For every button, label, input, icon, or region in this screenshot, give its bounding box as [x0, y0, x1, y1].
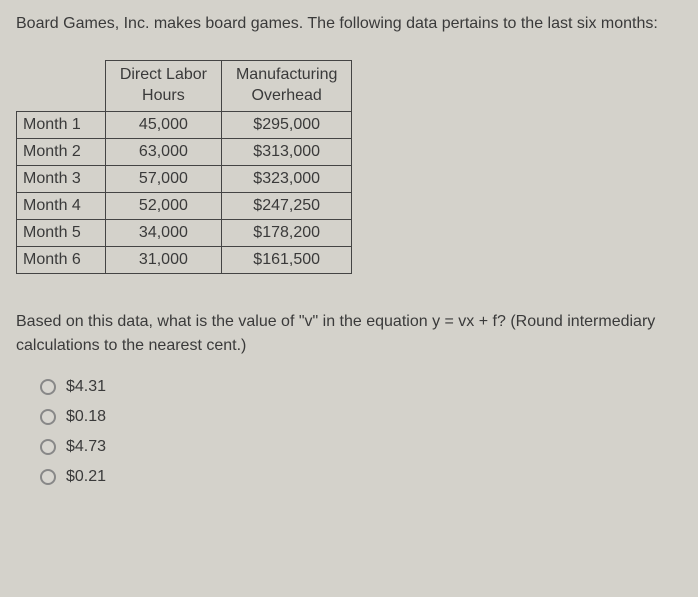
- cell-hours: 57,000: [105, 165, 221, 192]
- cell-overhead: $323,000: [221, 165, 351, 192]
- cell-hours: 34,000: [105, 219, 221, 246]
- radio-icon: [40, 409, 56, 425]
- question-followup: Based on this data, what is the value of…: [16, 310, 682, 358]
- option-label: $0.21: [66, 468, 106, 486]
- table-row: Month 5 34,000 $178,200: [17, 219, 352, 246]
- answer-options: $4.31 $0.18 $4.73 $0.21: [16, 378, 682, 486]
- row-label: Month 1: [17, 111, 106, 138]
- row-label: Month 5: [17, 219, 106, 246]
- option-b[interactable]: $0.18: [40, 408, 682, 426]
- option-label: $0.18: [66, 408, 106, 426]
- cell-overhead: $295,000: [221, 111, 351, 138]
- col-header-overhead: ManufacturingOverhead: [221, 61, 351, 112]
- table-row: Month 2 63,000 $313,000: [17, 138, 352, 165]
- cell-hours: 31,000: [105, 246, 221, 273]
- option-d[interactable]: $0.21: [40, 468, 682, 486]
- cell-overhead: $161,500: [221, 246, 351, 273]
- option-label: $4.73: [66, 438, 106, 456]
- table-row: Month 4 52,000 $247,250: [17, 192, 352, 219]
- cell-hours: 52,000: [105, 192, 221, 219]
- table-row: Month 3 57,000 $323,000: [17, 165, 352, 192]
- table-row: Month 1 45,000 $295,000: [17, 111, 352, 138]
- option-c[interactable]: $4.73: [40, 438, 682, 456]
- table-row: Month 6 31,000 $161,500: [17, 246, 352, 273]
- data-table: Direct LaborHours ManufacturingOverhead …: [16, 60, 352, 274]
- cell-overhead: $178,200: [221, 219, 351, 246]
- option-label: $4.31: [66, 378, 106, 396]
- option-a[interactable]: $4.31: [40, 378, 682, 396]
- table-header-row: Direct LaborHours ManufacturingOverhead: [17, 61, 352, 112]
- col-header-hours: Direct LaborHours: [105, 61, 221, 112]
- radio-icon: [40, 439, 56, 455]
- radio-icon: [40, 469, 56, 485]
- radio-icon: [40, 379, 56, 395]
- cell-overhead: $247,250: [221, 192, 351, 219]
- row-label: Month 4: [17, 192, 106, 219]
- cell-overhead: $313,000: [221, 138, 351, 165]
- question-intro: Board Games, Inc. makes board games. The…: [16, 12, 682, 36]
- row-label: Month 2: [17, 138, 106, 165]
- table-corner: [17, 61, 106, 112]
- row-label: Month 3: [17, 165, 106, 192]
- cell-hours: 45,000: [105, 111, 221, 138]
- cell-hours: 63,000: [105, 138, 221, 165]
- row-label: Month 6: [17, 246, 106, 273]
